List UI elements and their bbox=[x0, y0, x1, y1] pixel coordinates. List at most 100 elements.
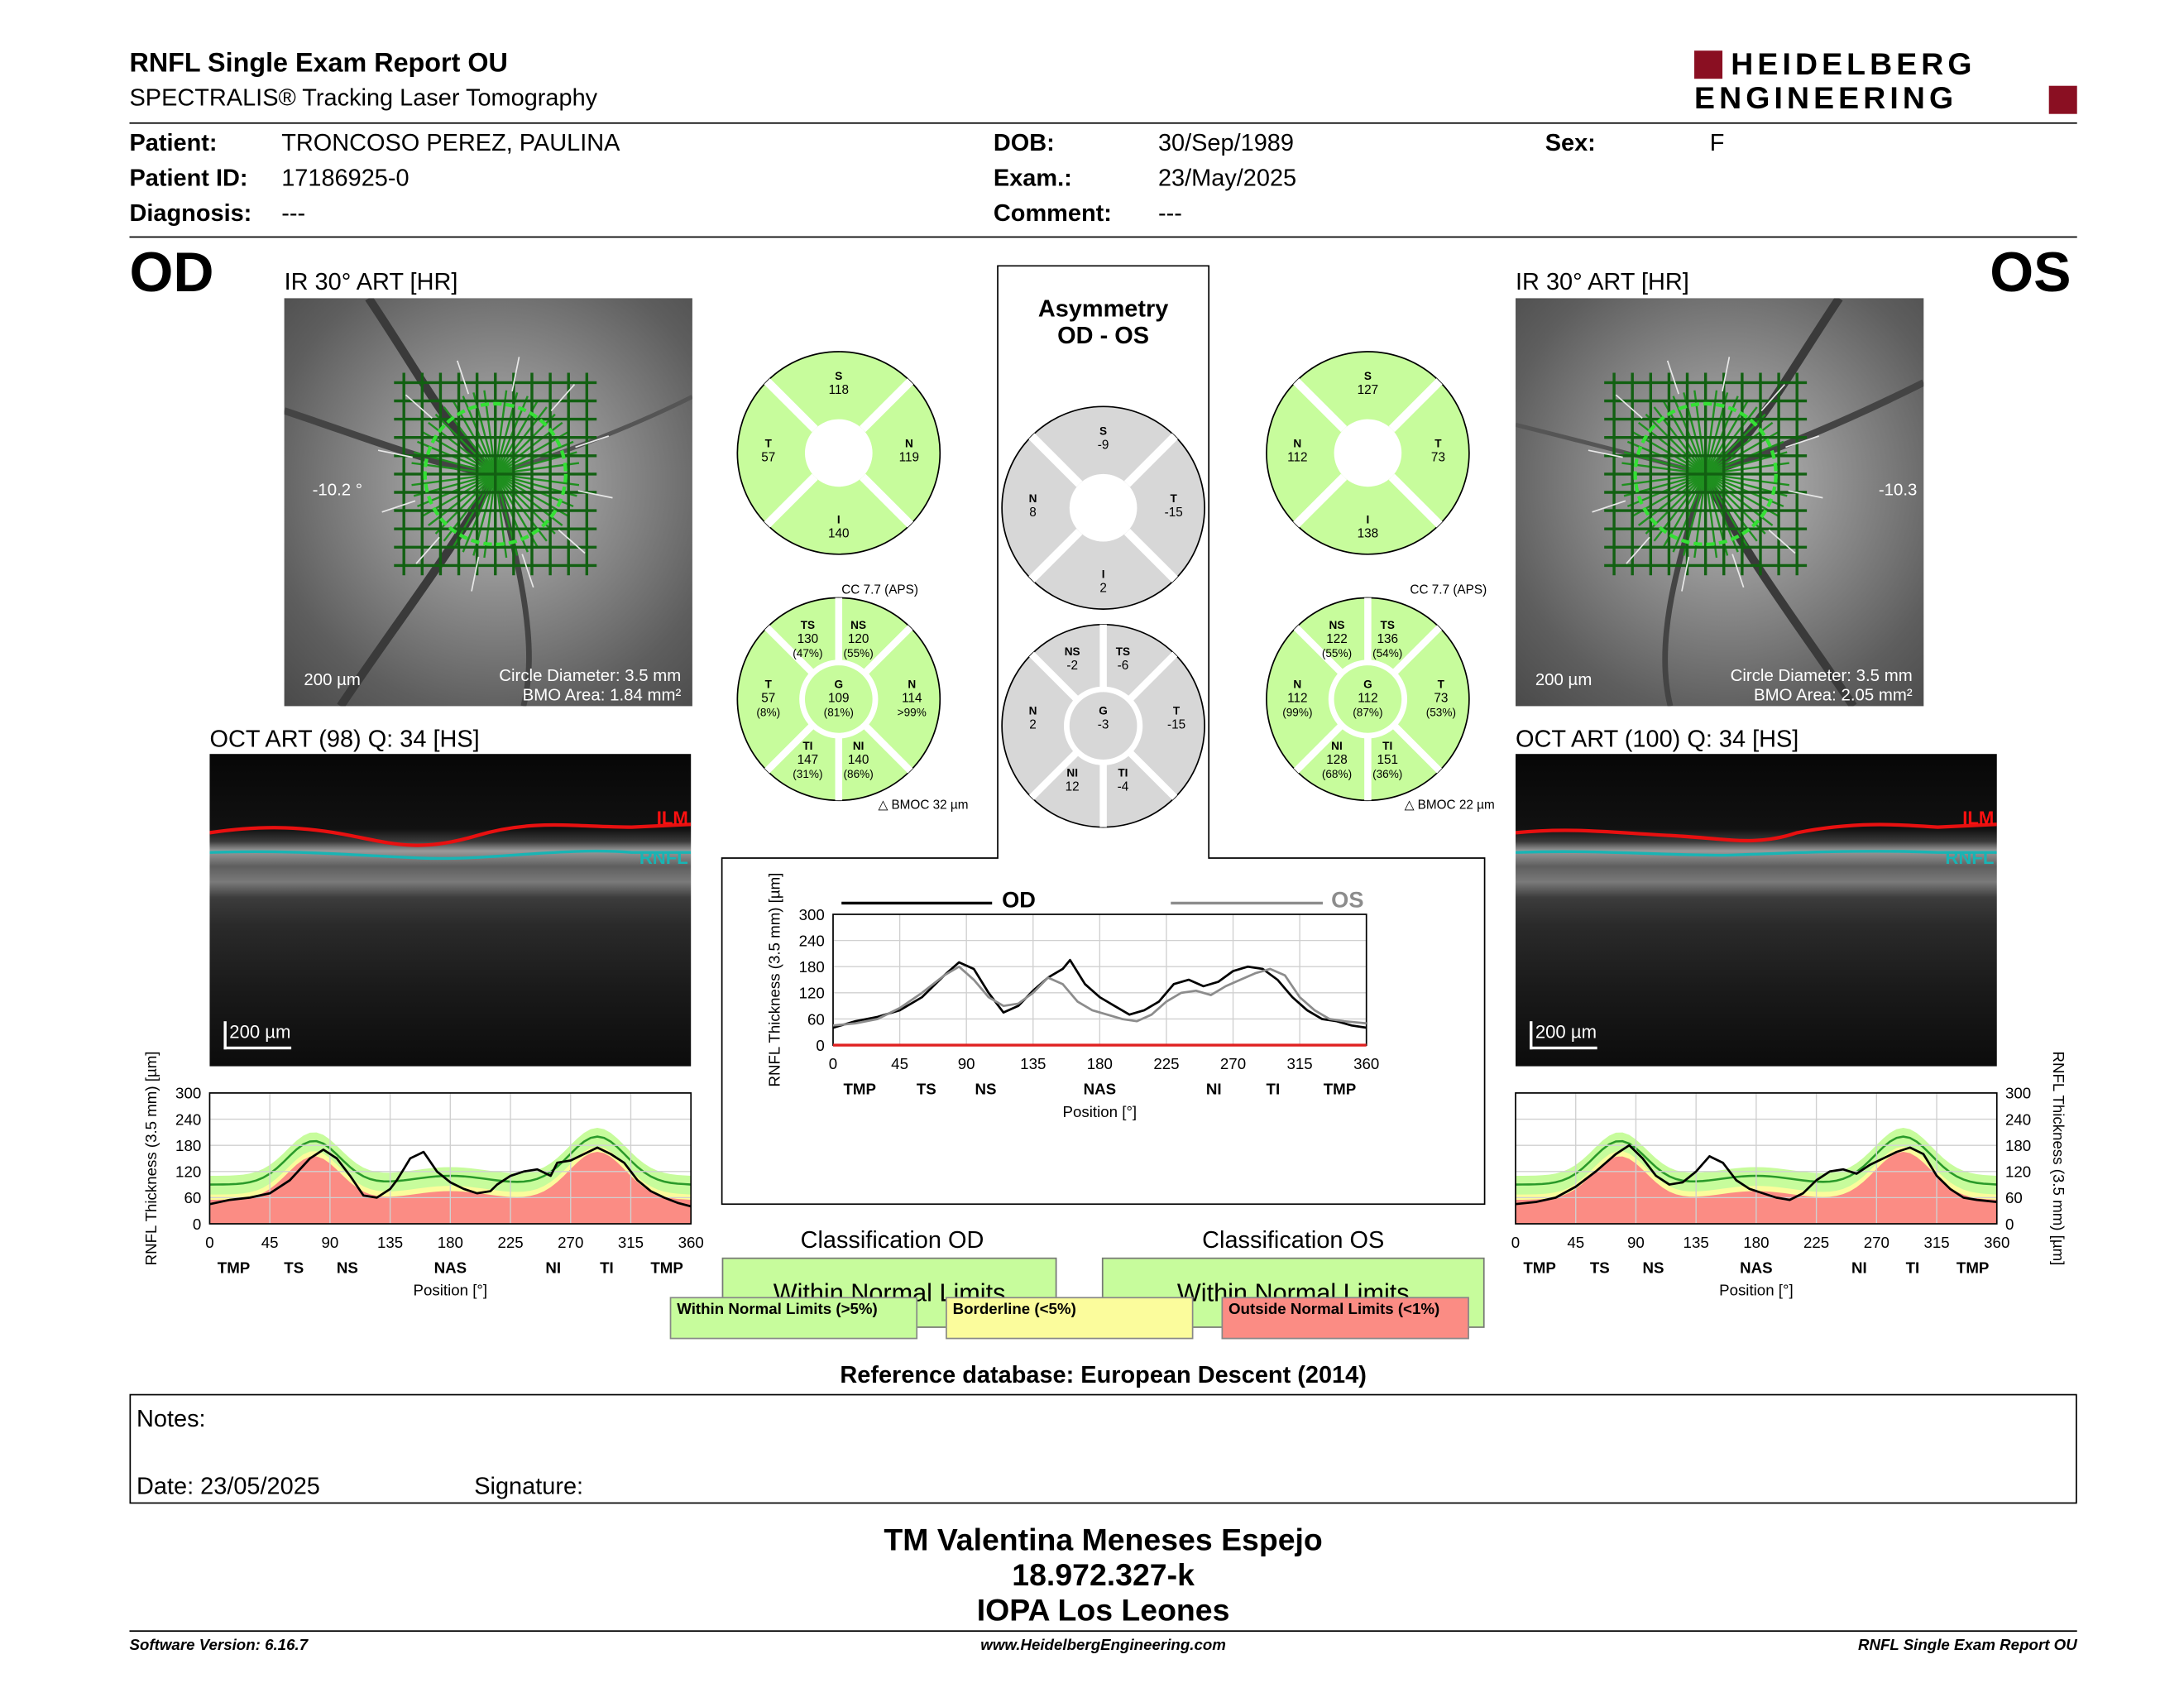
os-sector-diagram-t-label: T bbox=[1438, 678, 1445, 690]
od-sector-diagram-g-label: G bbox=[835, 678, 844, 690]
footer-url[interactable]: www.HeidelbergEngineering.com bbox=[980, 1637, 1226, 1655]
asym-sector-diagram-ts-label: TS bbox=[1116, 645, 1130, 658]
notes-signature: Signature: bbox=[474, 1472, 584, 1500]
od-oct-image: ILM RNFL 200 µm bbox=[209, 754, 692, 1067]
od-thickness-chart-ytick-180: 180 bbox=[175, 1137, 201, 1154]
od-circle-diameter: Circle Diameter: 3.5 mm bbox=[499, 665, 682, 685]
footer-report-name: RNFL Single Exam Report OU bbox=[1857, 1637, 2077, 1655]
od-sector-diagram-t-pct: (8%) bbox=[756, 706, 780, 718]
asym-thickness-chart-xlabel: Position [°] bbox=[1063, 1103, 1138, 1120]
od-quadrant-diagram-t-label: T bbox=[765, 438, 773, 450]
os-angle: -10.3 bbox=[1878, 479, 1918, 500]
os-cc-label: CC 7.7 (APS) bbox=[1410, 582, 1487, 597]
os-sector-diagram-g-label: G bbox=[1363, 678, 1372, 690]
legend-outside-normal: Outside Normal Limits (<1%) bbox=[1221, 1297, 1469, 1340]
os-quadrant-diagram-t-label: T bbox=[1434, 438, 1442, 450]
os-sector-diagram-ni-pct: (68%) bbox=[1322, 768, 1352, 780]
od-sector-diagram-ts-label: TS bbox=[801, 619, 815, 631]
od-thickness-chart-region-nas: NAS bbox=[434, 1259, 467, 1277]
asym-thickness-chart-region-ni: NI bbox=[1206, 1081, 1222, 1098]
od-sector-diagram-ni-label: NI bbox=[853, 740, 864, 752]
asym-thickness-chart-ytick-240: 240 bbox=[799, 932, 825, 949]
od-oct-title: OCT ART (98) Q: 34 [HS] bbox=[209, 726, 480, 753]
legend-within-normal: Within Normal Limits (>5%) bbox=[669, 1297, 918, 1340]
software-version: Software Version: 6.16.7 bbox=[129, 1637, 309, 1655]
asym-thickness-chart-xtick-45: 45 bbox=[891, 1055, 908, 1072]
asym-thickness-chart-region-tmp: TMP bbox=[1324, 1081, 1356, 1098]
os-thickness-chart-region-ti: TI bbox=[1906, 1259, 1920, 1277]
os-thickness-chart-ylabel: RNFL Thickness (3.5 mm) [µm] bbox=[2050, 1052, 2067, 1266]
od-thickness-chart-xtick-180: 180 bbox=[438, 1234, 463, 1251]
os-bmoc-label: △ BMOC 22 µm bbox=[1404, 797, 1495, 812]
od-cc-label: CC 7.7 (APS) bbox=[841, 582, 918, 597]
os-rnfl-label: RNFL bbox=[1945, 846, 1995, 868]
os-fundus-scale: 200 µm bbox=[1535, 669, 1592, 689]
od-fundus-scale: 200 µm bbox=[304, 669, 361, 689]
os-thickness-chart-series-0 bbox=[1515, 1144, 1997, 1206]
asym-thickness-chart-xtick-360: 360 bbox=[1353, 1055, 1379, 1072]
od-fundus-image: -10.2 ° 200 µm Circle Diameter: 3.5 mm B… bbox=[284, 298, 692, 707]
od-sector-diagram-ti-label: TI bbox=[802, 740, 812, 752]
os-quadrant-diagram-n-value: 112 bbox=[1287, 451, 1307, 465]
asym-sector-diagram-t-value: -15 bbox=[1167, 718, 1185, 732]
asym-thickness-chart-xtick-315: 315 bbox=[1287, 1055, 1313, 1072]
od-oct-scale: 200 µm bbox=[223, 1021, 291, 1050]
od-quadrant-diagram-t-value: 57 bbox=[761, 451, 775, 465]
diagnosis: --- bbox=[281, 199, 306, 227]
asym-sector-diagram-n-value: 2 bbox=[1029, 718, 1037, 732]
os-thickness-chart-ytick-240: 240 bbox=[2005, 1110, 2031, 1128]
os-fundus-image: -10.3 200 µm Circle Diameter: 3.5 mm BMO… bbox=[1516, 298, 1924, 707]
asym-sector-diagram-ti-label: TI bbox=[1118, 766, 1128, 779]
asym-sector-diagram-ns-label: NS bbox=[1065, 645, 1080, 658]
od-rnfl-label: RNFL bbox=[639, 846, 688, 868]
os-thickness-chart-ytick-60: 60 bbox=[2005, 1189, 2023, 1206]
od-ir-title: IR 30° ART [HR] bbox=[284, 268, 458, 295]
od-sector-diagram-ns-label: NS bbox=[850, 619, 866, 631]
os-ilm-label: ILM bbox=[1962, 807, 1995, 829]
od-thickness-chart-xtick-90: 90 bbox=[321, 1234, 338, 1251]
od-thickness-chart-xlabel: Position [°] bbox=[414, 1282, 488, 1299]
classification-od-title: Classification OD bbox=[800, 1226, 984, 1254]
signer-id: 18.972.327-k bbox=[1012, 1556, 1195, 1593]
od-thickness-chart-region-ni: NI bbox=[545, 1259, 561, 1277]
od-sector-diagram-n-pct: >99% bbox=[898, 706, 927, 718]
os-thickness-chart-ytick-0: 0 bbox=[2005, 1216, 2014, 1233]
os-sector-diagram-n-value: 112 bbox=[1287, 691, 1307, 705]
od-circle-scan-grid bbox=[377, 357, 613, 592]
od-sector-diagram-ts-value: 130 bbox=[797, 632, 819, 646]
notes-label: Notes: bbox=[136, 1405, 206, 1432]
os-thickness-chart-xtick-90: 90 bbox=[1627, 1234, 1645, 1251]
asym-quadrant-diagram-n-label: N bbox=[1029, 492, 1037, 505]
signer-org: IOPA Los Leones bbox=[976, 1592, 1230, 1628]
od-sector-diagram-n-value: 114 bbox=[902, 691, 922, 705]
os-ir-title: IR 30° ART [HR] bbox=[1516, 268, 1689, 295]
od-sector-diagram-ns-pct: (55%) bbox=[843, 647, 873, 659]
od-thickness-chart-ytick-120: 120 bbox=[175, 1163, 201, 1181]
od-sector-diagram-ni-value: 140 bbox=[848, 753, 869, 767]
os-sector-diagram-ti-pct: (36%) bbox=[1372, 768, 1402, 780]
os-label: OS bbox=[1990, 242, 2071, 305]
od-ilm-label: ILM bbox=[656, 807, 688, 829]
os-sector-diagram-ns-value: 122 bbox=[1326, 632, 1348, 646]
os-sector-diagram-ns-label: NS bbox=[1329, 619, 1345, 631]
asym-thickness-chart-region-ns: NS bbox=[975, 1081, 996, 1098]
asym-sector-diagram-n-label: N bbox=[1029, 705, 1037, 717]
asym-legend-od: OD bbox=[1002, 889, 1036, 914]
os-thickness-chart-region-ni: NI bbox=[1851, 1259, 1867, 1277]
asym-quadrant-diagram-s-label: S bbox=[1099, 424, 1107, 437]
os-quadrant-diagram-s-label: S bbox=[1364, 370, 1372, 382]
asym-sector-diagram-ti-value: -4 bbox=[1118, 779, 1129, 794]
od-quadrant-diagram-s-label: S bbox=[835, 370, 842, 382]
asym-thickness-chart-xtick-180: 180 bbox=[1087, 1055, 1113, 1072]
os-bmo-area: BMO Area: 2.05 mm² bbox=[1753, 684, 1913, 705]
os-sector-diagram-g-value: 112 bbox=[1358, 691, 1377, 705]
notes-date: Date: 23/05/2025 bbox=[136, 1472, 320, 1500]
os-oct-image: ILM RNFL 200 µm bbox=[1516, 754, 1997, 1067]
od-thickness-chart-ytick-0: 0 bbox=[193, 1216, 201, 1233]
patient-name: TRONCOSO PEREZ, PAULINA bbox=[281, 129, 620, 156]
